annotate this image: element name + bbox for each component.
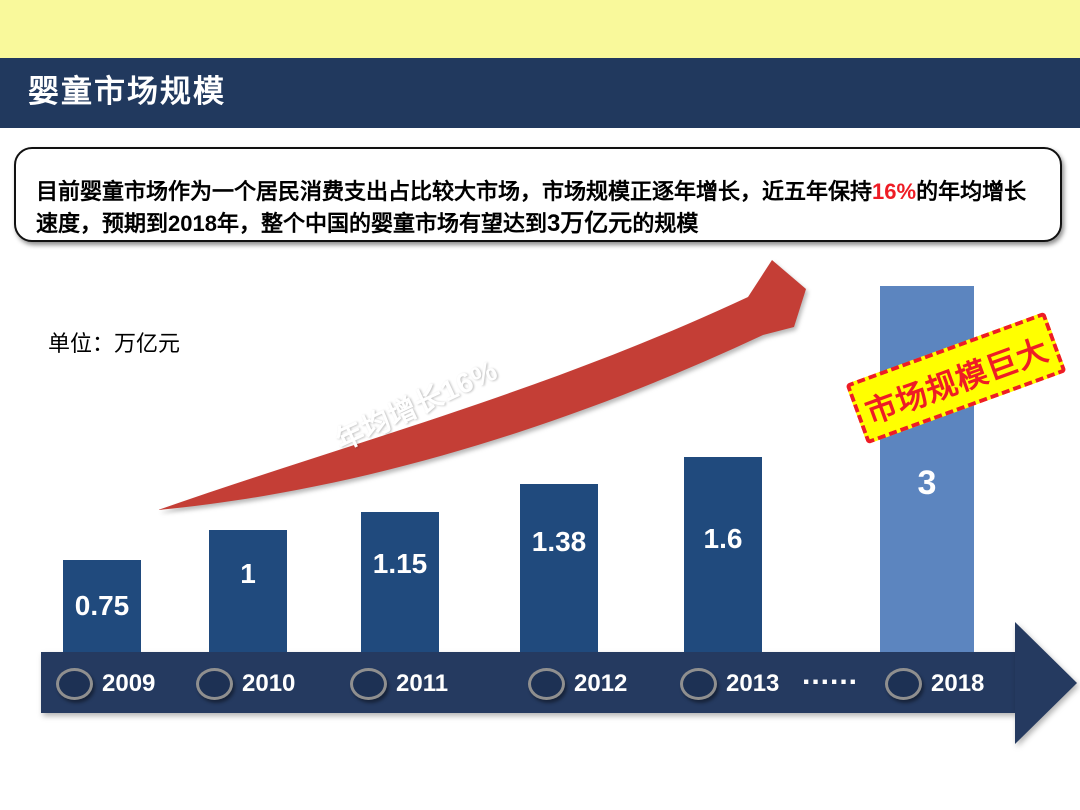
unit-label: 单位：万亿元 xyxy=(48,331,181,356)
axis-year-label: 2012 xyxy=(574,670,628,697)
bar-value-2011: 1.15 xyxy=(372,548,428,579)
intro-text-after: 的规模 xyxy=(632,211,699,236)
bar-value-2009: 0.75 xyxy=(74,590,130,621)
axis-year-label: 2011 xyxy=(396,670,449,697)
bar-value-2010: 1 xyxy=(240,558,256,589)
slide-title-bar: 婴童市场规模 xyxy=(0,58,1080,128)
axis-item-2013: 2013 xyxy=(680,666,779,702)
axis-item-2011: 2011 xyxy=(350,666,448,702)
top-accent-band xyxy=(0,0,1080,58)
page-title: 婴童市场规模 xyxy=(28,74,226,109)
intro-text-before: 目前婴童市场作为一个居民消费支出占比较大市场，市场规模正逐年增长，近五年保持 xyxy=(36,179,873,204)
year-marker-ellipse-icon xyxy=(350,668,387,700)
bar-2009: 0.75 xyxy=(63,560,141,652)
axis-year-label: 2018 xyxy=(931,670,985,697)
year-marker-ellipse-icon xyxy=(528,668,565,700)
year-marker-ellipse-icon xyxy=(196,668,233,700)
year-marker-ellipse-icon xyxy=(885,668,922,700)
market-size-highlight: 3万亿元 xyxy=(546,210,633,237)
bar-2010: 1 xyxy=(209,530,287,652)
bar-2011: 1.15 xyxy=(361,512,439,652)
intro-callout: 目前婴童市场作为一个居民消费支出占比较大市场，市场规模正逐年增长，近五年保持16… xyxy=(14,147,1062,242)
axis-year-label: 2010 xyxy=(242,670,296,697)
bar-2012: 1.38 xyxy=(520,484,598,652)
growth-arrow-label: 年均增长16% xyxy=(330,354,503,457)
year-marker-ellipse-icon xyxy=(680,668,717,700)
axis-item-2012: 2012 xyxy=(528,666,627,702)
year-marker-ellipse-icon xyxy=(56,668,93,700)
bar-value-2012: 1.38 xyxy=(531,526,587,557)
bar-value-2013: 1.6 xyxy=(703,523,743,554)
axis-year-label: 2009 xyxy=(102,670,156,697)
bar-2018: 3 xyxy=(880,286,974,652)
axis-year-label: 2013 xyxy=(726,670,780,697)
bar-2013: 1.6 xyxy=(684,457,762,652)
intro-text-middle: 的年均增长速度，预期到2018年，整个中国的婴童市场有望达到 xyxy=(36,179,1027,236)
axis-item-2018: 2018 xyxy=(885,666,984,702)
growth-rate-highlight: 16% xyxy=(872,179,917,204)
intro-text: 目前婴童市场作为一个居民消费支出占比较大市场，市场规模正逐年增长，近五年保持16… xyxy=(36,176,1046,240)
axis-gap-ellipsis: ...... xyxy=(802,658,859,691)
axis-item-2009: 2009 xyxy=(56,666,155,702)
axis-arrowhead-icon xyxy=(1015,622,1077,744)
axis-item-2010: 2010 xyxy=(196,666,295,702)
bar-value-2018: 3 xyxy=(917,464,937,502)
